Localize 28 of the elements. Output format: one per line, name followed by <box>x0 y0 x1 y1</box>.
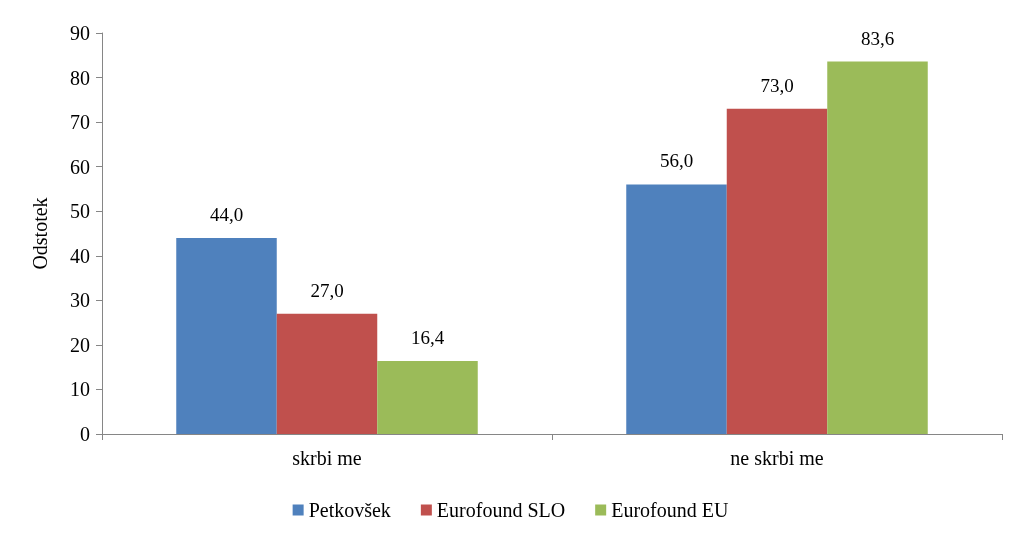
data-label: 56,0 <box>659 150 694 172</box>
y-tick-label: 90 <box>70 22 90 44</box>
data-label: 44,0 <box>209 203 244 225</box>
data-label: 16,4 <box>410 326 445 348</box>
x-tick-label: skrbi me <box>292 447 362 469</box>
y-tick-label: 10 <box>70 378 90 401</box>
y-tick-label: 30 <box>70 289 90 312</box>
y-tick-label: 20 <box>70 333 90 356</box>
y-tick-label: 60 <box>70 155 90 178</box>
bar <box>276 313 378 434</box>
data-label: 73,0 <box>760 74 794 96</box>
x-tick-label: ne skrbi me <box>730 447 824 469</box>
y-tick-label: 80 <box>70 66 90 89</box>
legend-label: Eurofound EU <box>611 499 729 521</box>
y-tick-label: 0 <box>80 423 90 445</box>
y-tick-label: 40 <box>70 244 90 267</box>
legend-label: Petkovšek <box>308 499 391 521</box>
legend-label: Eurofound SLO <box>436 499 566 521</box>
bar <box>827 61 928 434</box>
y-axis-title: Odstotek <box>29 197 51 270</box>
bar <box>626 184 727 434</box>
y-tick-label: 70 <box>70 111 90 134</box>
y-tick-label: 50 <box>70 200 90 223</box>
bar <box>377 360 478 434</box>
data-label: 83,6 <box>860 27 895 49</box>
bar <box>176 237 277 434</box>
bar <box>726 108 828 434</box>
data-label: 27,0 <box>310 279 344 301</box>
